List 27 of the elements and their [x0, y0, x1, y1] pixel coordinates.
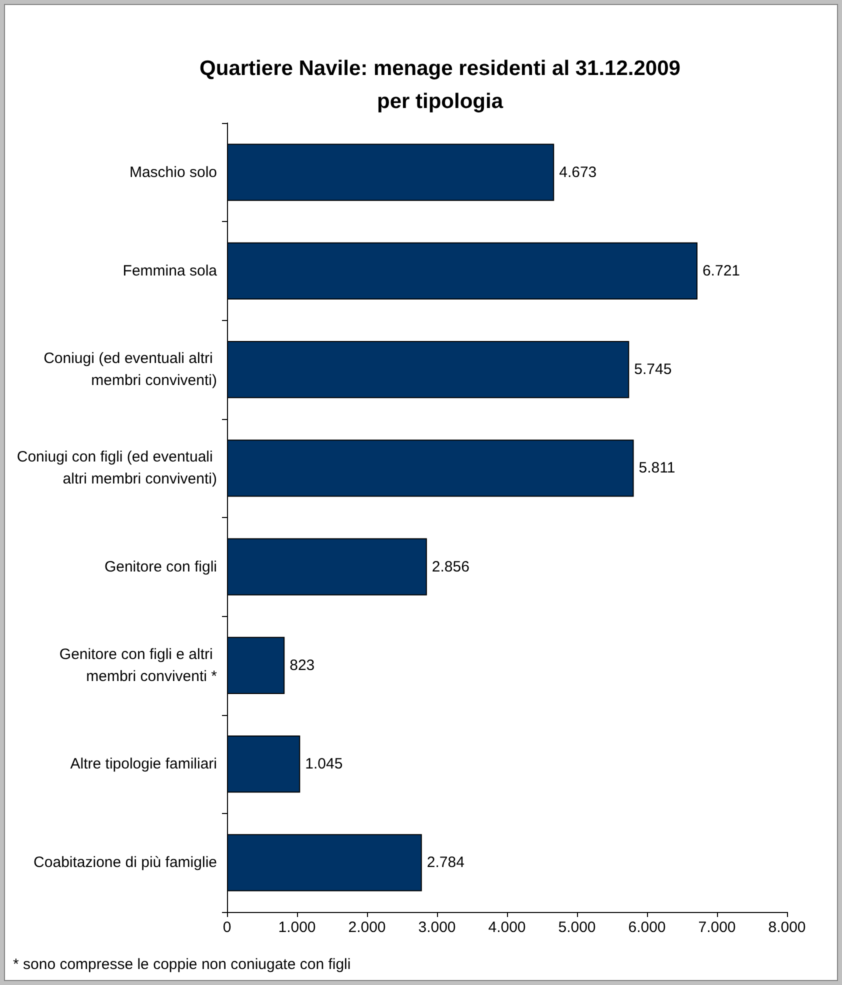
y-tick-label: Femmina sola — [122, 262, 218, 280]
x-tick-label: 2.000 — [348, 919, 386, 936]
x-tick-label: 3.000 — [418, 919, 456, 936]
y-tick-label: Coniugi con figli (ed eventuali altri membri conviventi) — [16, 448, 217, 488]
data-label: 4.673 — [559, 164, 597, 181]
x-tick-label: 1.000 — [278, 919, 316, 936]
y-tick-label: Coabitazione di più famiglie — [34, 854, 217, 872]
data-label: 2.856 — [432, 558, 470, 576]
data-label: 2.784 — [426, 854, 464, 872]
text: * sono compresse le coppie non coniugate con figli — [13, 956, 351, 973]
y-tick-label: Altre tipologie familiari — [70, 756, 217, 773]
x-tick-label: 6.000 — [628, 919, 666, 936]
x-tick-label: 7.000 — [698, 919, 736, 936]
x-tick-label: 5.000 — [558, 919, 596, 936]
x-tick-label: 4.000 — [488, 919, 526, 936]
chart-title: Quartiere Navile: menage residenti al 31.12.2009 per tipologia — [200, 57, 680, 113]
data-label: 823 — [290, 656, 315, 674]
y-tick-label: Coniugi (ed eventuali altri membri conviventi) — [44, 350, 217, 390]
data-label: 5.745 — [634, 361, 672, 378]
y-tick-label: Maschio solo — [129, 164, 217, 181]
y-tick-label: Genitore con figli e altri membri conviventi * — [59, 646, 218, 685]
data-label: 5.811 — [638, 460, 676, 477]
data-label: 1.045 — [305, 756, 343, 773]
x-tick-label: 0 — [222, 919, 232, 936]
x-tick-label: 8.000 — [768, 919, 806, 936]
data-label: 6.721 — [702, 262, 740, 280]
y-tick-label: Genitore con figli — [104, 558, 217, 576]
